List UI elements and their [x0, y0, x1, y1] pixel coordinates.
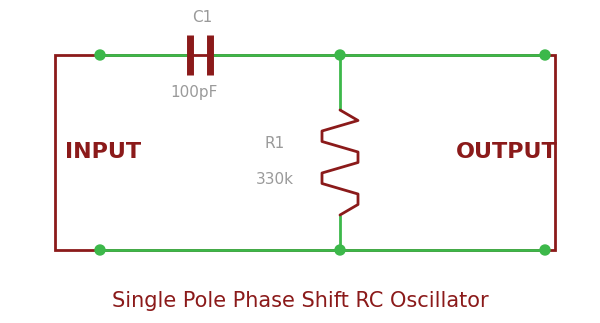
Circle shape: [95, 245, 105, 255]
Text: INPUT: INPUT: [65, 142, 141, 162]
Circle shape: [540, 50, 550, 60]
Circle shape: [95, 50, 105, 60]
Text: C1: C1: [192, 10, 212, 25]
Circle shape: [335, 245, 345, 255]
Text: Single Pole Phase Shift RC Oscillator: Single Pole Phase Shift RC Oscillator: [112, 291, 488, 311]
Circle shape: [540, 245, 550, 255]
Text: 100pF: 100pF: [170, 85, 217, 100]
Text: OUTPUT: OUTPUT: [456, 142, 558, 162]
Text: 330k: 330k: [256, 172, 294, 187]
Circle shape: [335, 50, 345, 60]
Text: R1: R1: [265, 136, 285, 151]
